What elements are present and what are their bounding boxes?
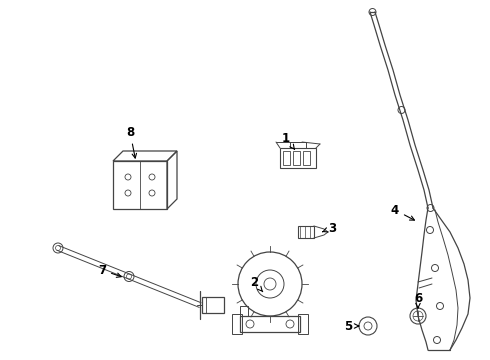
Bar (303, 151, 310, 165)
Text: 6: 6 (414, 292, 422, 308)
Text: 1: 1 (282, 131, 294, 149)
Text: 7: 7 (98, 264, 121, 277)
Text: 2: 2 (250, 275, 263, 292)
Bar (202, 297, 224, 313)
Bar (240, 316, 300, 332)
Text: 4: 4 (391, 203, 415, 220)
Bar (240, 306, 248, 316)
Bar (232, 314, 242, 334)
Text: 3: 3 (322, 221, 336, 234)
Bar (298, 314, 308, 334)
Bar (283, 151, 290, 165)
Bar (293, 151, 300, 165)
Text: 5: 5 (344, 320, 359, 333)
Text: 8: 8 (126, 126, 137, 158)
